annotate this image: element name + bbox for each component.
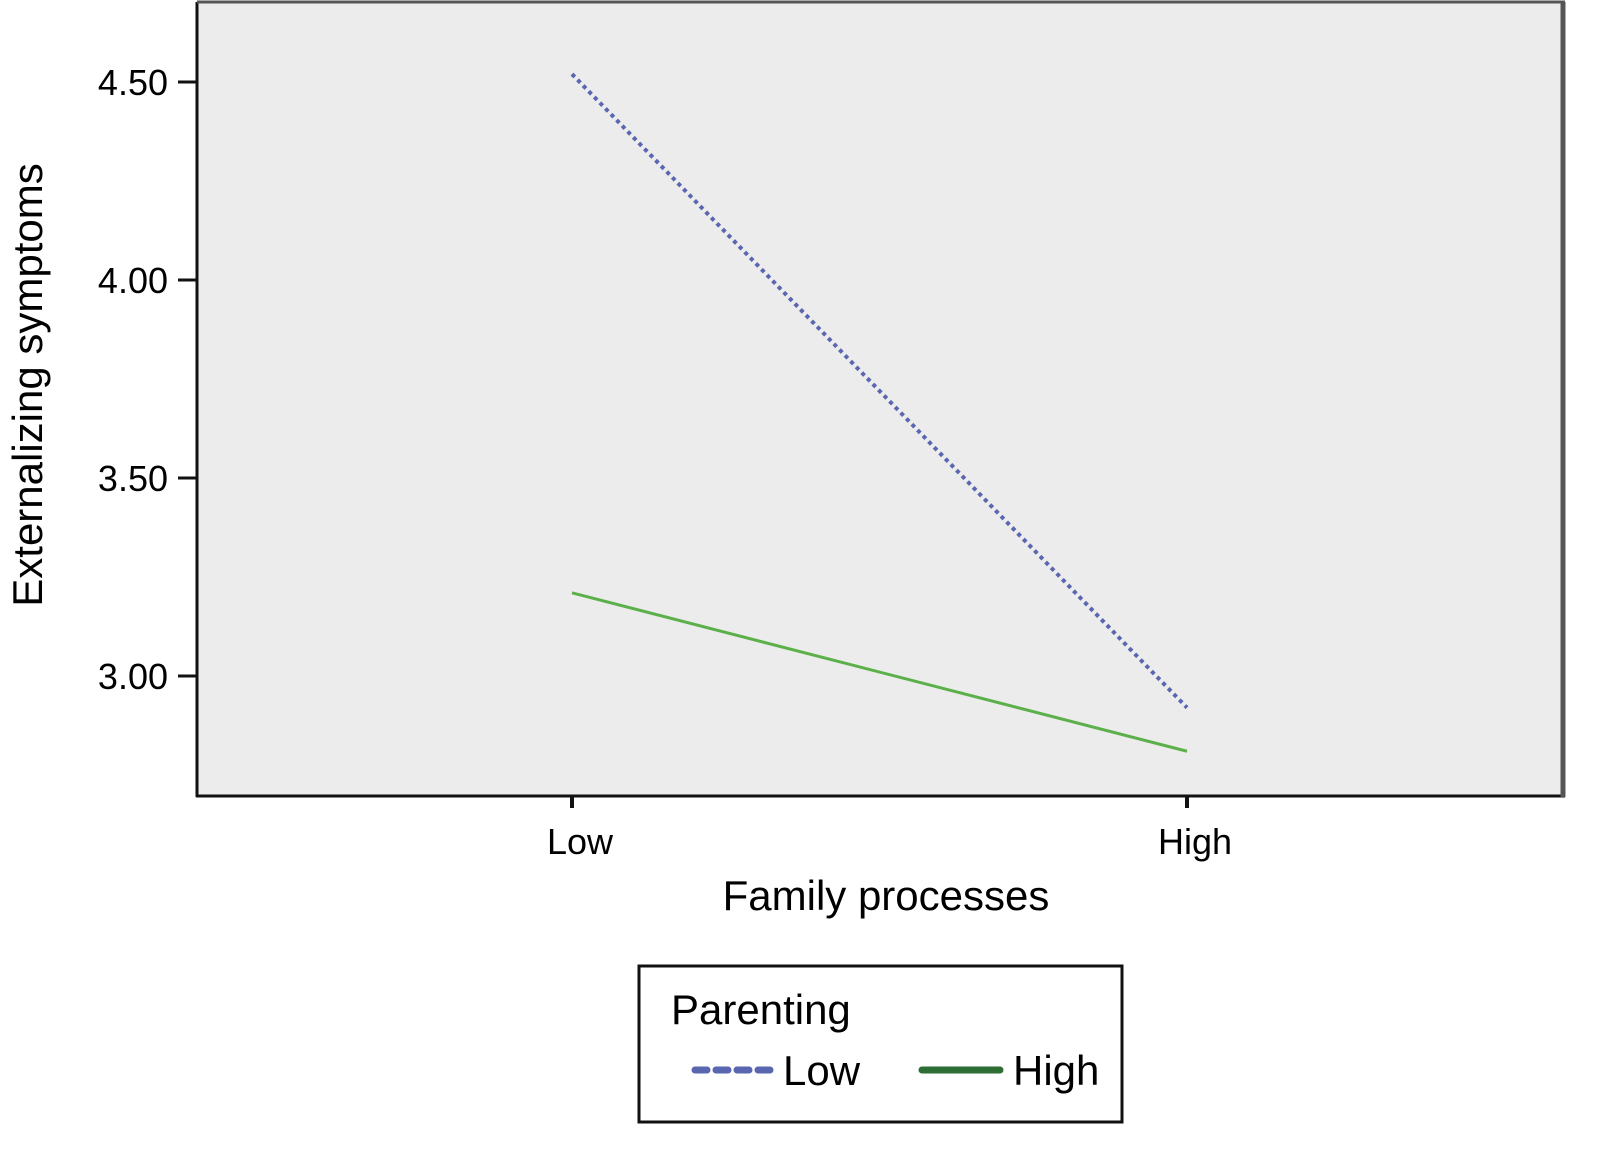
- x-tick-label: Low: [547, 821, 614, 862]
- x-tick-label: High: [1158, 821, 1232, 862]
- legend-label-high: High: [1013, 1047, 1099, 1094]
- x-axis-ticks: Low High: [547, 796, 1232, 862]
- legend-box: [637, 964, 1124, 1124]
- series-line-high: [571, 591, 1188, 753]
- series-line-low: [570, 72, 1189, 710]
- y-tick-label: 3.00: [98, 656, 168, 697]
- y-tick-label: 3.50: [98, 458, 168, 499]
- y-axis-ticks: 3.00 3.50 4.00 4.50: [98, 62, 197, 697]
- legend: Parenting Low High: [637, 964, 1124, 1124]
- legend-label-low: Low: [783, 1047, 861, 1094]
- y-tick-label: 4.50: [98, 62, 168, 103]
- y-tick-label: 4.00: [98, 260, 168, 301]
- series-layer: [570, 72, 1189, 753]
- plot-area: [197, 2, 1563, 796]
- legend-title: Parenting: [671, 986, 851, 1033]
- x-axis-title: Family processes: [723, 872, 1050, 919]
- y-axis-title: Externalizing symptoms: [4, 163, 51, 606]
